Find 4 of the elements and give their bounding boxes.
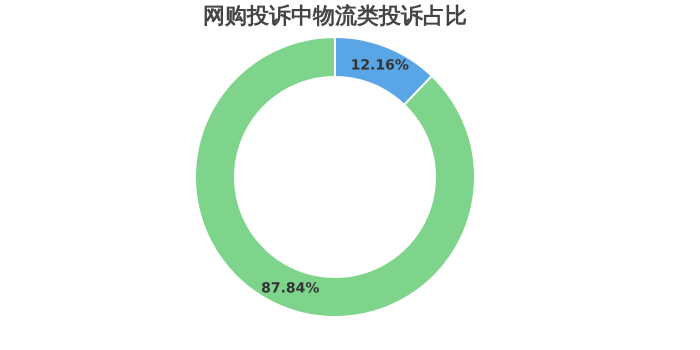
chart-title: 网购投诉中物流类投诉占比	[203, 3, 467, 29]
data-label: 12.16%	[350, 58, 409, 74]
data-label: 87.84%	[261, 280, 320, 296]
donut-slice	[194, 36, 476, 318]
